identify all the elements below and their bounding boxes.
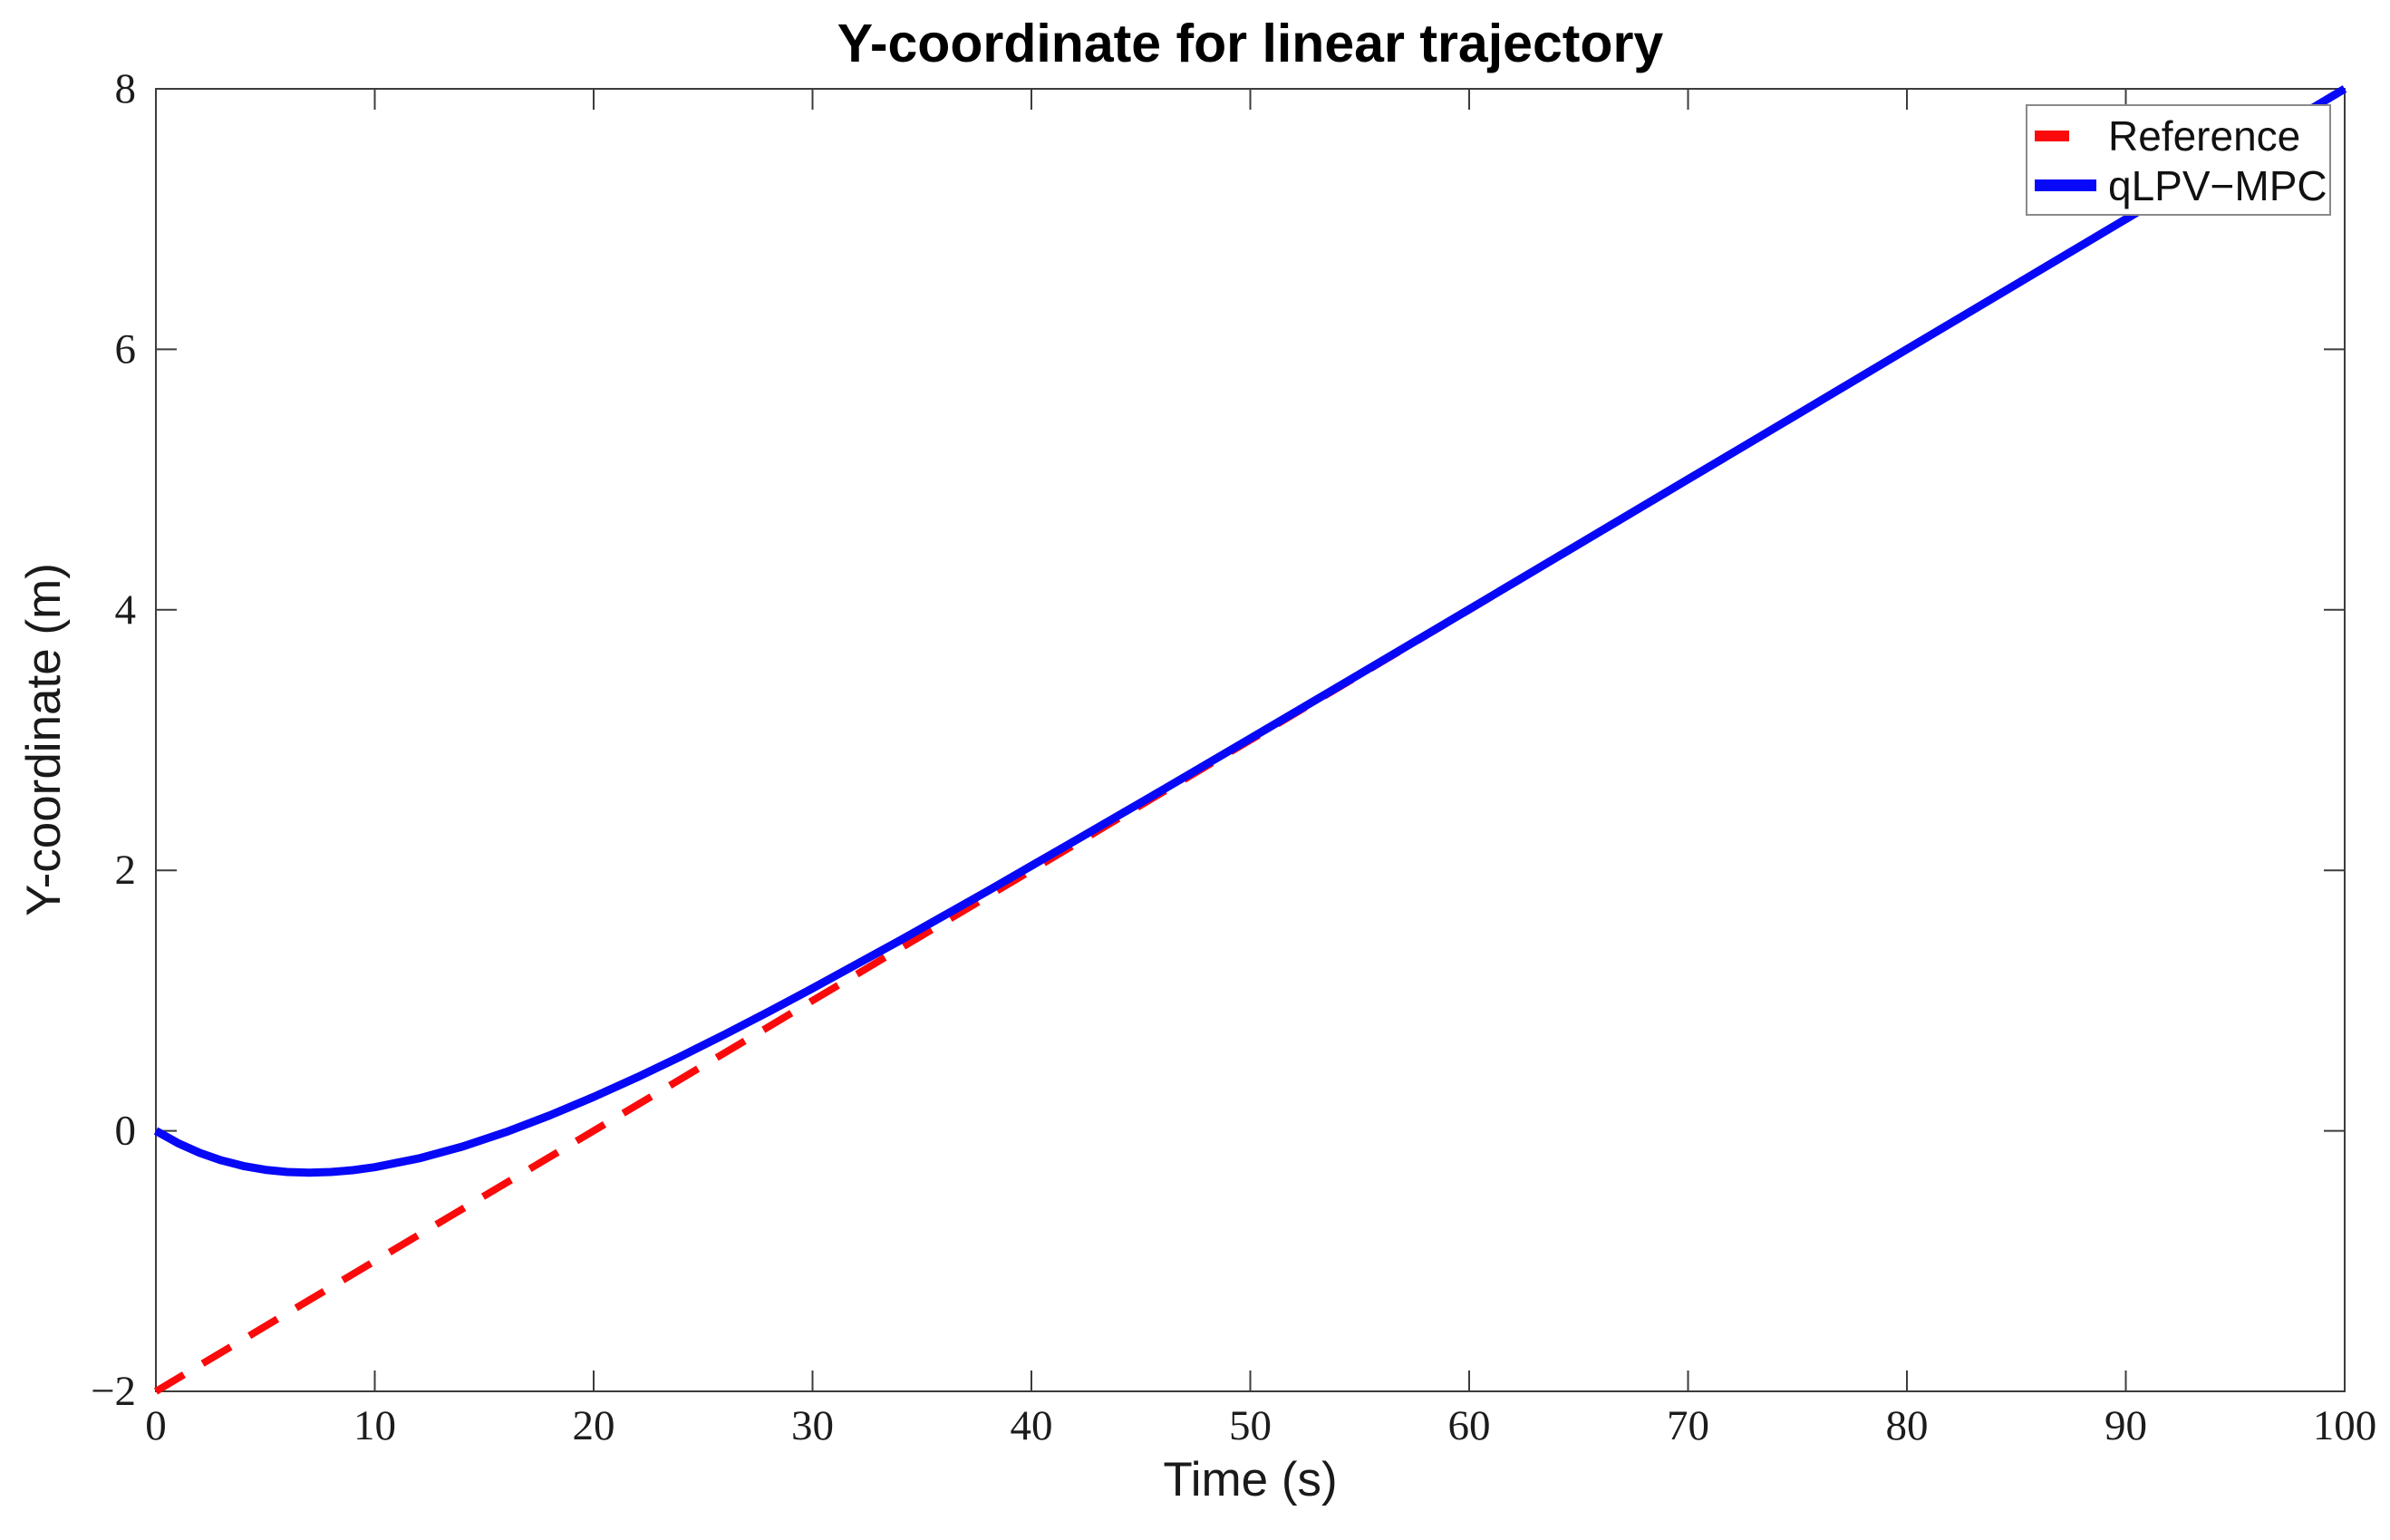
x-tick-label: 90 [2105, 1402, 2147, 1449]
y-tick-label: −2 [91, 1368, 136, 1415]
legend-sample-area [2035, 130, 2098, 141]
legend: Reference qLPV−MPC [2026, 104, 2331, 216]
x-tick-label: 100 [2313, 1402, 2377, 1449]
x-tick-label: 30 [791, 1402, 834, 1449]
series-line-qlpv-mpc [153, 85, 2347, 1177]
legend-label-qlpv-mpc: qLPV−MPC [2108, 161, 2327, 209]
y-tick-label: 8 [115, 65, 137, 112]
x-tick-label: 50 [1229, 1402, 1272, 1449]
legend-item-reference: Reference [2035, 111, 2329, 160]
y-axis-label: Y-coordinate (m) [16, 563, 71, 916]
legend-label-reference: Reference [2108, 111, 2301, 160]
x-axis-label: Time (s) [1163, 1453, 1338, 1506]
y-tick-label: 2 [115, 847, 137, 894]
x-tick-label: 40 [1011, 1402, 1053, 1449]
x-tick-label: 70 [1667, 1402, 1709, 1449]
x-tick-label: 0 [145, 1402, 167, 1449]
y-tick-label: 0 [115, 1108, 137, 1155]
chart-title: Y-coordinate for linear trajectory [837, 14, 1664, 73]
x-tick-label: 10 [353, 1402, 396, 1449]
x-tick-label: 80 [1886, 1402, 1929, 1449]
y-tick-label: 4 [115, 586, 137, 634]
legend-sample-area [2035, 179, 2098, 191]
qlpv-mpc-solid-line-sample [2035, 179, 2096, 191]
y-tick-label: 6 [115, 325, 137, 373]
reference-dashed-line-sample [2035, 130, 2069, 141]
x-tick-label: 20 [573, 1402, 615, 1449]
x-tick-label: 60 [1448, 1402, 1491, 1449]
legend-item-qlpv-mpc: qLPV−MPC [2035, 160, 2329, 210]
